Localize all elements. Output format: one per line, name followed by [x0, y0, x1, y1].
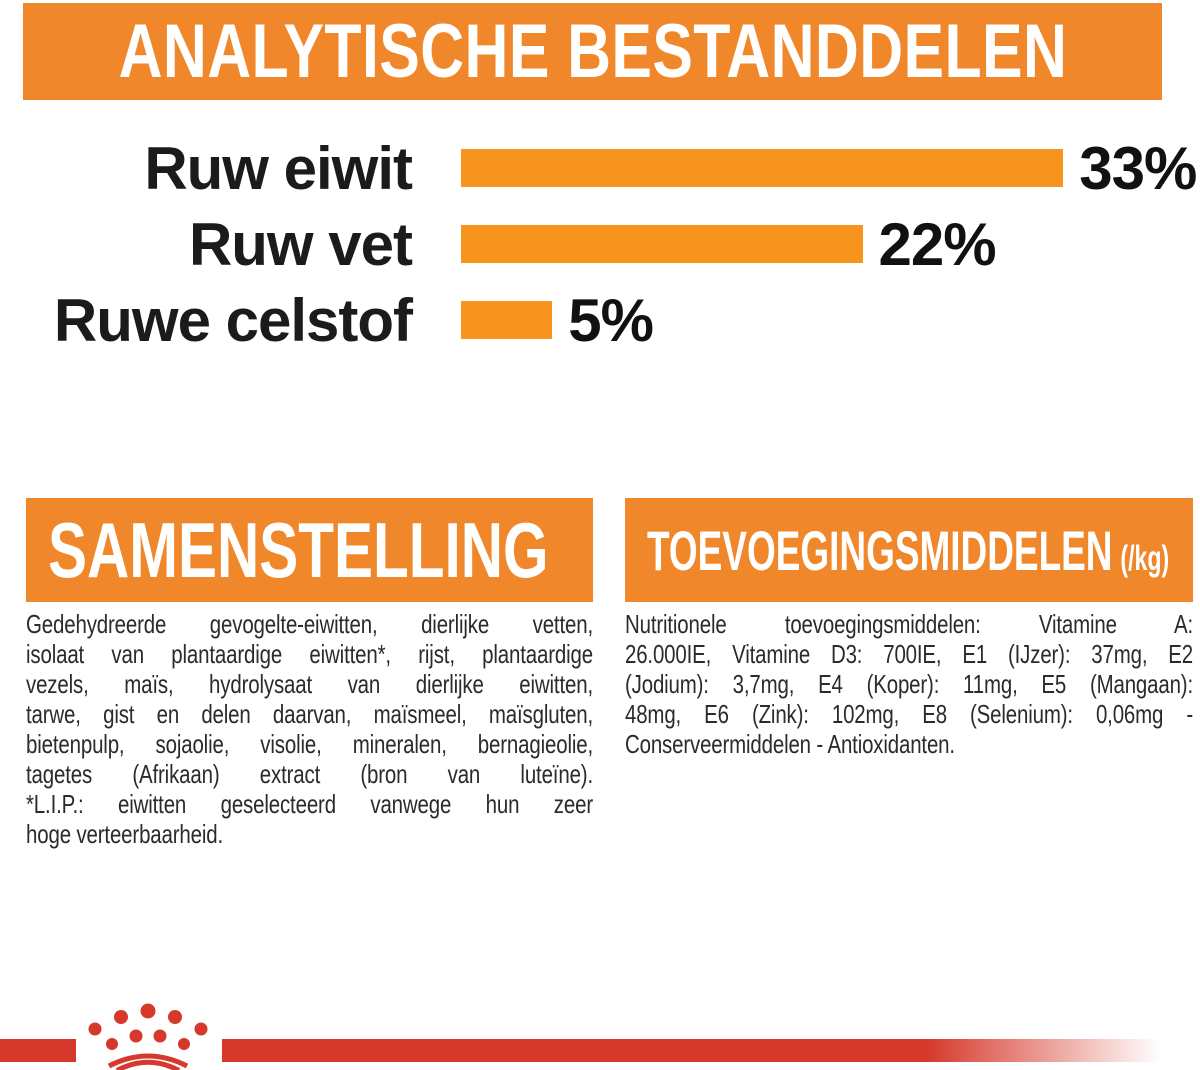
additives-title: TOEVOEGINGSMIDDELEN [647, 518, 1113, 582]
bar-category-label: Ruw eiwit [144, 134, 413, 202]
bar [461, 149, 1064, 187]
body-text-line: Conserveermiddelen - Antioxidanten. [625, 729, 955, 759]
additives-section: TOEVOEGINGSMIDDELEN (/kg) Nutritionele t… [625, 498, 1193, 759]
body-text-line: Gedehydreerde gevogelte-eiwitten, dierli… [26, 609, 593, 639]
bar-row: Ruwe celstof 5% [0, 282, 1200, 358]
analytical-components-bar-chart: Ruw eiwit 33% Ruw vet 22% Ruwe celstof 5% [0, 130, 1200, 358]
royal-canin-crown-icon [88, 1003, 208, 1070]
bar-value-label: 22% [878, 210, 997, 278]
body-text-line: tarwe, gist en delen daarvan, maïsmeel, … [26, 699, 593, 729]
composition-body: Gedehydreerde gevogelte-eiwitten, dierli… [26, 609, 593, 849]
bar [461, 301, 553, 339]
bar-row: Ruw eiwit 33% [0, 130, 1200, 206]
analytical-components-banner: ANALYTISCHE BESTANDDELEN [23, 3, 1162, 100]
body-text-line: bietenpulp, sojaolie, visolie, mineralen… [26, 729, 593, 759]
bar-value-label: 33% [1079, 134, 1197, 202]
additives-body: Nutritionele toevoegingsmiddelen: Vitami… [625, 609, 1193, 759]
additives-unit-suffix: (/kg) [1120, 538, 1170, 578]
body-text-line: *L.I.P.: eiwitten geselecteerd vanwege h… [26, 789, 593, 819]
additives-title-group: TOEVOEGINGSMIDDELEN (/kg) [647, 518, 1169, 583]
analytical-components-title: ANALYTISCHE BESTANDDELEN [118, 9, 1067, 94]
body-text-line: tagetes (Afrikaan) extract (bron van lut… [26, 759, 593, 789]
additives-banner: TOEVOEGINGSMIDDELEN (/kg) [625, 498, 1193, 602]
body-text-line: Nutritionele toevoegingsmiddelen: Vitami… [625, 609, 1193, 639]
composition-title: SAMENSTELLING [48, 505, 549, 594]
footer-divider-left [0, 1039, 76, 1062]
bar-value-label: 5% [568, 286, 654, 354]
body-text-line: (Jodium): 3,7mg, E4 (Koper): 11mg, E5 (M… [625, 669, 1193, 699]
composition-banner: SAMENSTELLING [26, 498, 593, 602]
body-text-line: 26.000IE, Vitamine D3: 700IE, E1 (IJzer)… [625, 639, 1193, 669]
body-text-line: hoge verteerbaarheid. [26, 819, 224, 849]
bar-row: Ruw vet 22% [0, 206, 1200, 282]
body-text-line: isolaat van plantaardige eiwitten*, rijs… [26, 639, 593, 669]
bar-category-label: Ruw vet [188, 210, 413, 278]
body-text-line: vezels, maïs, hydrolysaat van dierlijke … [26, 669, 593, 699]
bar [461, 225, 863, 263]
body-text-line: 48mg, E6 (Zink): 102mg, E8 (Selenium): 0… [625, 699, 1193, 729]
bar-category-label: Ruwe celstof [53, 286, 413, 354]
footer-divider-right [222, 1039, 1200, 1062]
composition-section: SAMENSTELLING Gedehydreerde gevogelte-ei… [26, 498, 593, 849]
